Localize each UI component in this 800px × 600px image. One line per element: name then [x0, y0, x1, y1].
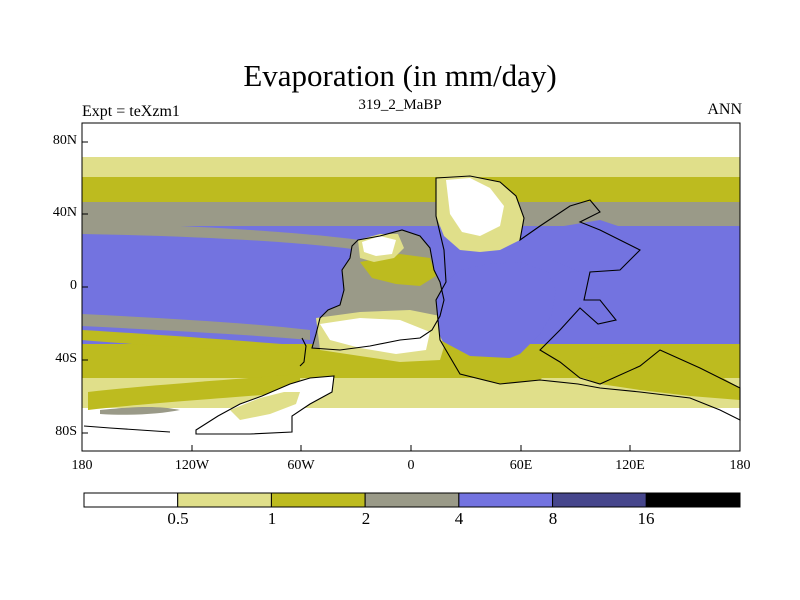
- land-asia-blue: [540, 220, 640, 272]
- coastline-eurasia-africa: [435, 175, 741, 421]
- coastline-americas: [311, 229, 445, 351]
- x-label-120e: 120E: [615, 458, 645, 473]
- colorbar-swatch-5: [458, 492, 554, 508]
- coastline-antarctica: [195, 375, 335, 435]
- colorbar-label-8: 8: [548, 509, 558, 528]
- y-label-80s: 80S: [55, 424, 77, 439]
- land-australia-olive: [578, 350, 740, 400]
- x-label-0: 0: [407, 458, 415, 473]
- colorbar-swatch-2: [177, 492, 272, 508]
- x-label-60e: 60E: [509, 458, 533, 473]
- x-label-180e: 180: [729, 458, 751, 473]
- colorbar-label-16: 16: [637, 509, 655, 528]
- x-label-180w: 180: [71, 458, 93, 473]
- y-label-40s: 40S: [55, 351, 77, 366]
- map-panel: [81, 122, 741, 452]
- colorbar-label-4: 4: [454, 509, 464, 528]
- olive-southern-ocean: [88, 374, 300, 410]
- colorbar-label-0-5: 0.5: [167, 509, 189, 528]
- band-olive-north: [82, 177, 740, 202]
- gray-southern-ocean: [100, 407, 180, 415]
- colorbar-label-2: 2: [361, 509, 371, 528]
- coastline-islet: [299, 337, 307, 367]
- gray-strip-north-tropics: [82, 222, 360, 250]
- plot-title: Evaporation (in mm/day): [243, 58, 557, 93]
- colorbar-swatch-1: [83, 492, 179, 508]
- band-gray-north: [82, 202, 740, 226]
- x-label-120w: 120W: [174, 458, 210, 473]
- colorbar-label-1: 1: [267, 509, 277, 528]
- olive-strip-south: [82, 330, 310, 354]
- colorbar: [83, 492, 741, 508]
- axis-ticks: [82, 141, 631, 451]
- land-americas-olive: [360, 254, 436, 286]
- land-americas-south-white: [320, 318, 430, 354]
- land-north-white: [362, 236, 396, 256]
- band-light-north: [82, 157, 740, 177]
- colorbar-swatch-4: [364, 492, 460, 508]
- land-eurasia-north-white: [446, 178, 504, 236]
- land-africa-south-olive: [440, 340, 560, 384]
- gray-strip-south-tropics: [82, 314, 310, 340]
- coastline-south-edge: [83, 425, 171, 433]
- time-label: 319_2_MaBP: [358, 97, 442, 113]
- colorbar-swatch-3: [270, 492, 366, 508]
- land-antarctica-light: [230, 392, 300, 420]
- y-label-0: 0: [70, 278, 77, 293]
- y-label-40n: 40N: [52, 205, 77, 220]
- season-label: ANN: [707, 101, 742, 118]
- experiment-label: Expt = teXzm1: [82, 103, 180, 120]
- colorbar-swatch-7: [645, 492, 741, 508]
- coastlines: [83, 175, 741, 435]
- land-africa-blue: [436, 262, 556, 364]
- colorbar-swatch-6: [552, 492, 647, 508]
- x-label-60w: 60W: [287, 458, 315, 473]
- y-label-80n: 80N: [52, 133, 77, 148]
